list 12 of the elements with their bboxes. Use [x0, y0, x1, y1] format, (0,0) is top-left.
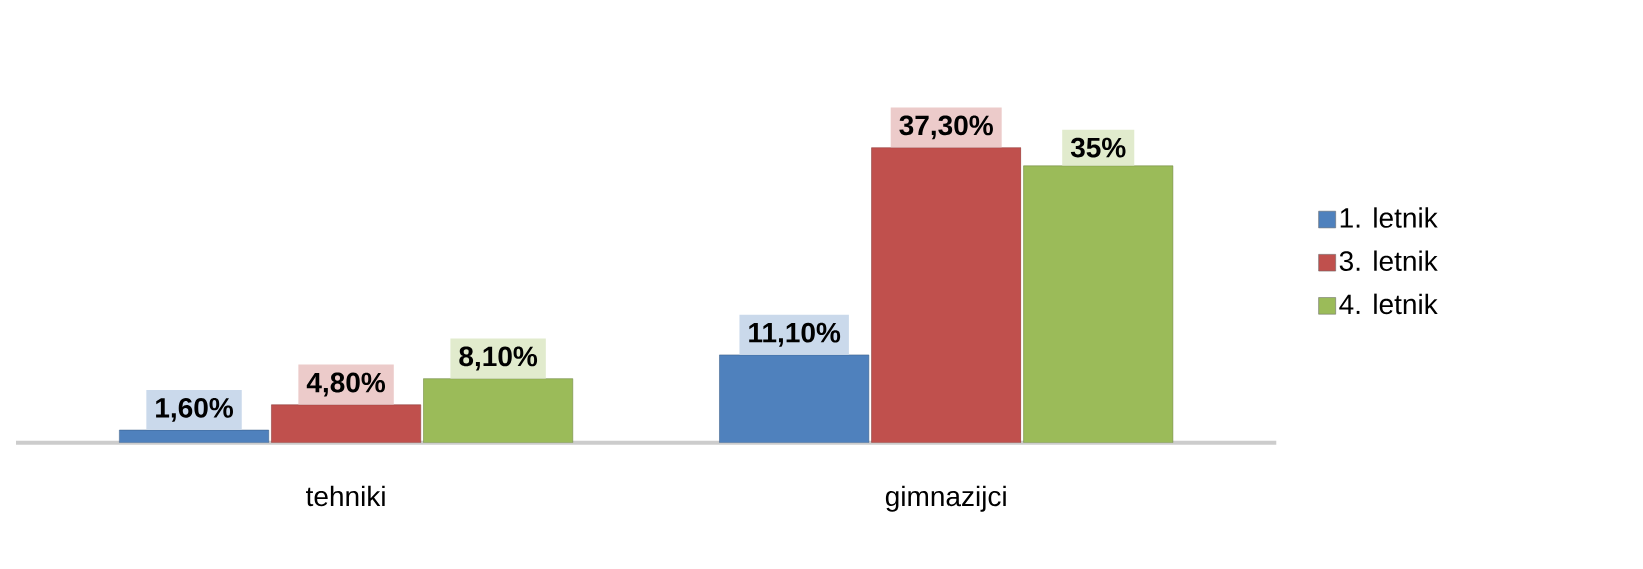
data-label: 37,30% [899, 115, 993, 140]
legend-label: 3. letnik [1339, 250, 1438, 271]
x-tick-label: gimnazijci [885, 485, 1006, 512]
legend-label: 4. letnik [1339, 293, 1438, 314]
legend-label: 1. letnik [1340, 207, 1438, 228]
data-label: 1,60% [156, 397, 233, 422]
data-label: 8,10% [459, 346, 538, 371]
data-label: 4,80% [306, 372, 386, 397]
data-label: 35% [1070, 137, 1126, 158]
x-tick-label: tehniki [306, 485, 385, 507]
data-label: 11,10% [749, 322, 841, 347]
bar [1023, 165, 1174, 443]
